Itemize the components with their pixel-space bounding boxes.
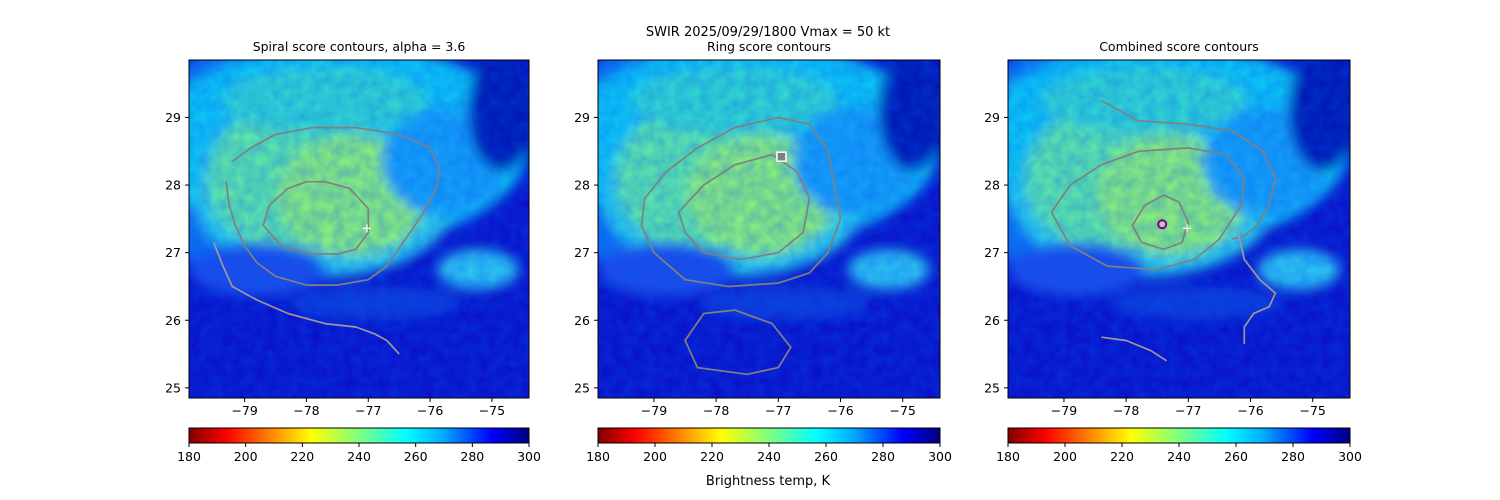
y-tick-label: 26: [165, 313, 181, 328]
x-tick-label: −79: [1051, 403, 1077, 418]
colorbar-tick-label: 240: [347, 449, 371, 464]
colorbar-tick-label: 240: [757, 449, 781, 464]
panel-1: Spiral score contours, alpha = 3.6 −79 −78…: [165, 39, 530, 418]
x-tick-label: −78: [703, 403, 729, 418]
x-tick-label: −76: [417, 403, 443, 418]
contour-line: [640, 116, 842, 288]
y-tick-label: 29: [984, 110, 1000, 125]
score-contours: [212, 126, 441, 355]
panel-title: Ring score contours: [707, 39, 831, 54]
colorbar-tick-label: 220: [700, 449, 724, 464]
colorbar-tick-label: 180: [177, 449, 201, 464]
colorbar-gradient: [597, 427, 941, 444]
y-tick-label: 27: [574, 245, 590, 260]
colorbar-tick-label: 260: [814, 449, 838, 464]
panel-2: Ring score contours −79 −78 −77 −76 −75 25 26 27…: [574, 39, 941, 418]
center-plus-marker: [363, 224, 372, 233]
x-tick-label: −79: [641, 403, 667, 418]
brightness-temp-image: [189, 60, 529, 398]
score-contours: [1050, 99, 1277, 362]
y-tick-label: 25: [984, 380, 1000, 395]
center-square-marker: [776, 151, 787, 162]
center-circle-marker: [1157, 219, 1168, 230]
colorbar-tick-label: 220: [290, 449, 314, 464]
x-tick-label: −75: [889, 403, 915, 418]
colorbar-1: 180 200 220 240 260 280 300: [177, 427, 541, 464]
y-tick-label: 27: [165, 245, 181, 260]
contour-line: [1237, 232, 1277, 344]
contour-line: [225, 126, 441, 286]
contour-line: [684, 309, 792, 376]
colorbar-tick-label: 200: [1053, 449, 1077, 464]
y-tick-label: 26: [984, 313, 1000, 328]
colorbar-tick-label: 200: [234, 449, 258, 464]
x-tick-label: −75: [1299, 403, 1325, 418]
colorbar-gradient: [1007, 427, 1351, 444]
x-tick-label: −76: [1237, 403, 1263, 418]
y-tick-label: 25: [165, 380, 181, 395]
contour-line: [1100, 99, 1277, 240]
colorbar-gradient: [188, 427, 530, 444]
panel-title: Spiral score contours, alpha = 3.6: [253, 39, 466, 54]
axes-frame: [1007, 59, 1351, 399]
x-tick-label: −75: [479, 403, 505, 418]
center-plus-marker: [1183, 224, 1192, 233]
x-tick-label: −78: [293, 403, 319, 418]
brightness-temp-image: [1008, 60, 1350, 398]
colorbar-tick-label: 260: [404, 449, 428, 464]
colorbar-tick-label: 200: [643, 449, 667, 464]
score-contours: [640, 116, 842, 376]
y-tick-label: 28: [574, 178, 590, 193]
axes-frame: [188, 59, 530, 399]
brightness-temp-image: [598, 60, 940, 398]
x-tick-label: −78: [1113, 403, 1139, 418]
colorbar-tick-label: 280: [871, 449, 895, 464]
colorbar-tick-label: 280: [1281, 449, 1305, 464]
contour-line: [1050, 147, 1246, 271]
panel-title: Combined score contours: [1099, 39, 1259, 54]
colorbar-tick-label: 280: [460, 449, 484, 464]
y-tick-label: 28: [984, 178, 1000, 193]
x-tick-label: −76: [827, 403, 853, 418]
x-tick-label: −79: [231, 403, 257, 418]
colorbar-tick-label: 220: [1110, 449, 1134, 464]
y-tick-label: 26: [574, 313, 590, 328]
figure-suptitle: SWIR 2025/09/29/1800 Vmax = 50 kt: [646, 25, 890, 40]
colorbar-tick-label: 300: [928, 449, 952, 464]
contour-line: [677, 153, 811, 261]
colorbar-label: Brightness temp, K: [706, 474, 831, 489]
contour-line: [212, 242, 400, 355]
colorbar-tick-label: 260: [1224, 449, 1248, 464]
y-tick-label: 29: [574, 110, 590, 125]
colorbar-tick-label: 240: [1167, 449, 1191, 464]
y-tick-label: 29: [165, 110, 181, 125]
x-tick-label: −77: [1175, 403, 1201, 418]
colorbar-3: 180 200 220 240 260 280 300: [996, 427, 1362, 464]
colorbar-tick-label: 180: [586, 449, 610, 464]
colorbar-tick-label: 180: [996, 449, 1020, 464]
x-tick-label: −77: [355, 403, 381, 418]
colorbar-2: 180 200 220 240 260 280 300: [586, 427, 952, 464]
y-tick-label: 27: [984, 245, 1000, 260]
y-tick-label: 25: [574, 380, 590, 395]
contour-line: [1131, 194, 1190, 251]
y-tick-label: 28: [165, 178, 181, 193]
contour-line: [262, 180, 370, 255]
contour-line: [1101, 336, 1168, 362]
axes-frame: [597, 59, 941, 399]
colorbar-tick-label: 300: [1338, 449, 1362, 464]
colorbar-tick-label: 300: [517, 449, 541, 464]
panel-3: Combined score contours −79 −78 −77 −76 −75 25…: [984, 39, 1351, 418]
x-tick-label: −77: [765, 403, 791, 418]
